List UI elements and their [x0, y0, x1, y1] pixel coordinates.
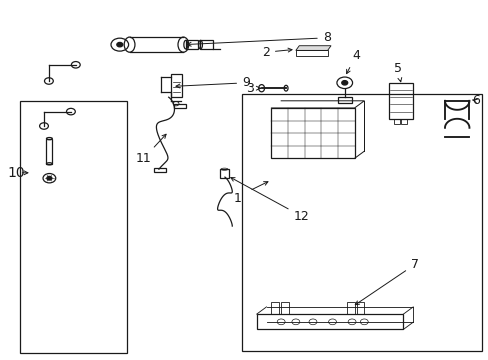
Text: 6: 6: [471, 94, 479, 107]
Bar: [46, 139, 52, 164]
Bar: [20, 101, 127, 353]
Circle shape: [341, 81, 347, 85]
Bar: [281, 302, 288, 314]
Text: 2: 2: [262, 46, 291, 59]
Bar: [200, 40, 212, 49]
Bar: [256, 314, 403, 329]
Text: 7: 7: [355, 258, 418, 305]
Text: 1: 1: [233, 192, 241, 204]
Text: 4: 4: [346, 49, 359, 74]
Bar: [295, 50, 327, 56]
Text: 9: 9: [176, 76, 249, 89]
Bar: [388, 83, 412, 119]
Text: 3: 3: [246, 82, 260, 95]
Bar: [220, 169, 228, 178]
Text: 11: 11: [136, 134, 166, 165]
Polygon shape: [295, 46, 330, 50]
Bar: [185, 40, 198, 49]
Text: 8: 8: [187, 31, 330, 46]
Bar: [271, 302, 278, 314]
Circle shape: [47, 176, 52, 180]
Bar: [400, 119, 406, 124]
Text: 10: 10: [7, 166, 25, 180]
Bar: [271, 108, 354, 158]
Circle shape: [117, 42, 122, 47]
Bar: [242, 94, 481, 351]
Bar: [346, 302, 354, 314]
Bar: [171, 74, 182, 97]
Text: 5: 5: [393, 62, 401, 82]
Bar: [173, 104, 185, 108]
Bar: [393, 119, 399, 124]
Bar: [356, 302, 364, 314]
Bar: [337, 97, 351, 103]
Bar: [154, 168, 166, 172]
Text: 12: 12: [230, 177, 308, 222]
